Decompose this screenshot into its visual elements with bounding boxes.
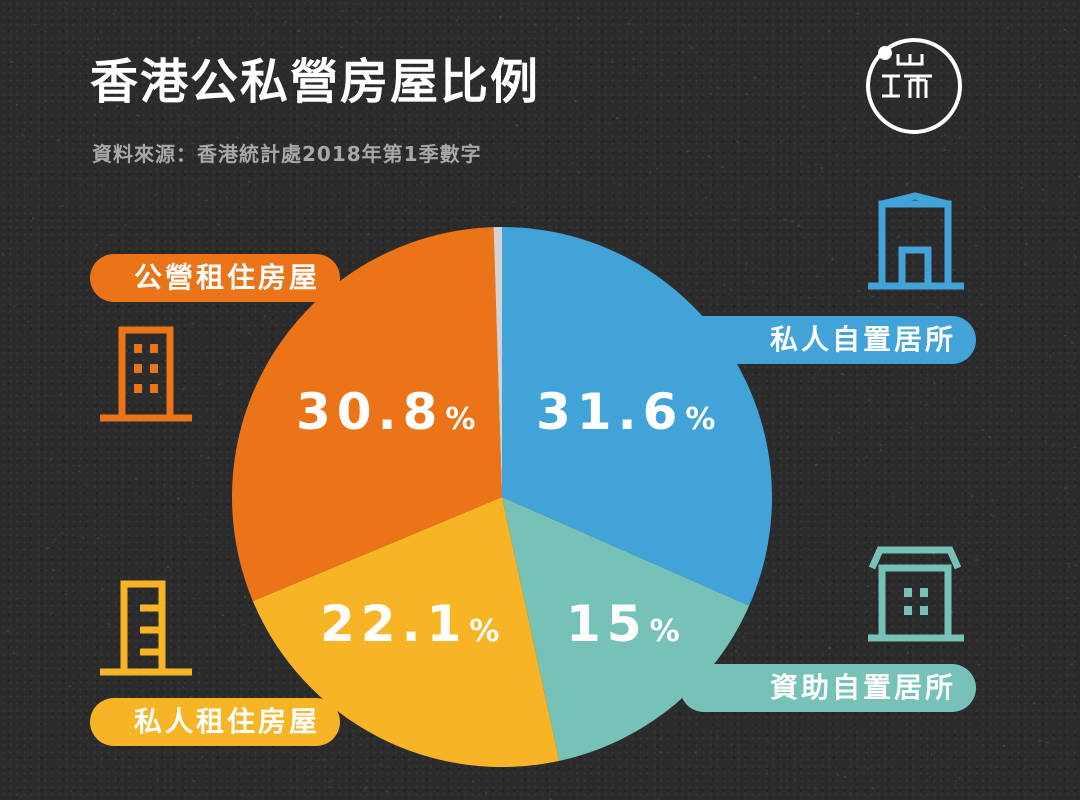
- pie-slice-1: [502, 497, 750, 761]
- pie-slice-3: [231, 227, 502, 602]
- pct-label-public-rental: 30.8%: [296, 383, 476, 441]
- initium-logo-icon: [866, 38, 962, 134]
- pct-label-subsidised-owner: 15%: [566, 595, 680, 653]
- legend-pill-private-owner: 私人自置居所: [680, 316, 976, 364]
- data-source-note: 資料來源：香港統計處2018年第1季數字: [92, 142, 482, 166]
- pie-slice-4: [493, 226, 502, 497]
- pct-label-private-rental: 22.1%: [320, 595, 500, 653]
- apartment-building-icon: [868, 546, 964, 642]
- logo-glyph-icon: [882, 54, 932, 98]
- chart-title: 香港公私營房屋比例: [90, 54, 541, 110]
- tall-building-icon: [100, 326, 192, 422]
- house-outline-icon: [868, 192, 964, 290]
- legend-pill-subsidised-owner: 資助自置居所: [680, 664, 976, 712]
- legend-pill-public-rental: 公營租住房屋: [90, 254, 340, 302]
- pie-slice-2: [252, 497, 560, 767]
- legend-pill-private-rental: 私人租住房屋: [90, 698, 340, 746]
- logo-dot: [878, 46, 892, 60]
- narrow-building-icon: [100, 580, 192, 676]
- pct-label-private-owner: 31.6%: [536, 383, 716, 441]
